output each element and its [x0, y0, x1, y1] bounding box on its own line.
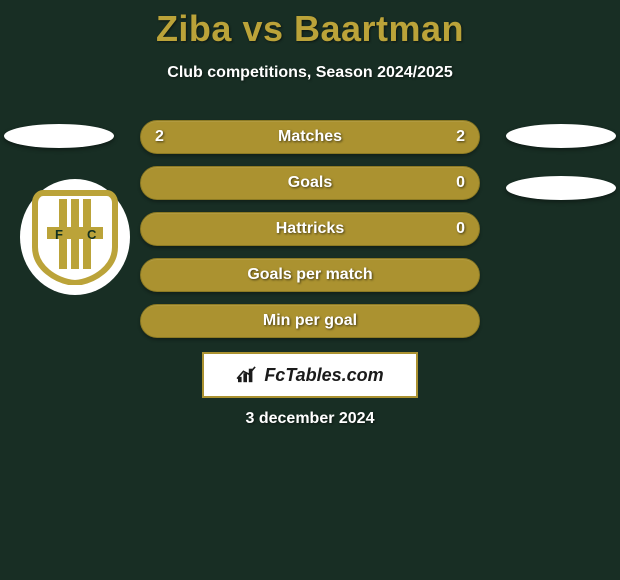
source-badge-text: FcTables.com	[264, 365, 383, 386]
page-title: Ziba vs Baartman	[0, 0, 620, 50]
shield-icon: F C	[31, 189, 119, 285]
stat-row-goals-per-match: Goals per match	[140, 258, 480, 292]
player-ellipse-left	[4, 124, 114, 148]
stat-right-value: 0	[456, 213, 465, 245]
club-crest: F C	[20, 179, 130, 295]
svg-text:C: C	[87, 227, 97, 242]
stat-label: Hattricks	[141, 213, 479, 245]
source-badge[interactable]: FcTables.com	[202, 352, 418, 398]
page-subtitle: Club competitions, Season 2024/2025	[0, 64, 620, 82]
player-ellipse-right1	[506, 124, 616, 148]
svg-text:F: F	[55, 227, 63, 242]
stat-row-goals: Goals 0	[140, 166, 480, 200]
stat-row-min-per-goal: Min per goal	[140, 304, 480, 338]
date-text: 3 december 2024	[0, 410, 620, 428]
player-ellipse-right2	[506, 176, 616, 200]
stat-label: Goals	[141, 167, 479, 199]
stat-bars: 2 Matches 2 Goals 0 Hattricks 0 Goals pe…	[140, 120, 480, 350]
bar-chart-icon	[236, 366, 258, 384]
stat-row-matches: 2 Matches 2	[140, 120, 480, 154]
stat-label: Matches	[141, 121, 479, 153]
stat-label: Min per goal	[141, 305, 479, 337]
stat-right-value: 2	[456, 121, 465, 153]
stat-label: Goals per match	[141, 259, 479, 291]
stat-right-value: 0	[456, 167, 465, 199]
stat-row-hattricks: Hattricks 0	[140, 212, 480, 246]
